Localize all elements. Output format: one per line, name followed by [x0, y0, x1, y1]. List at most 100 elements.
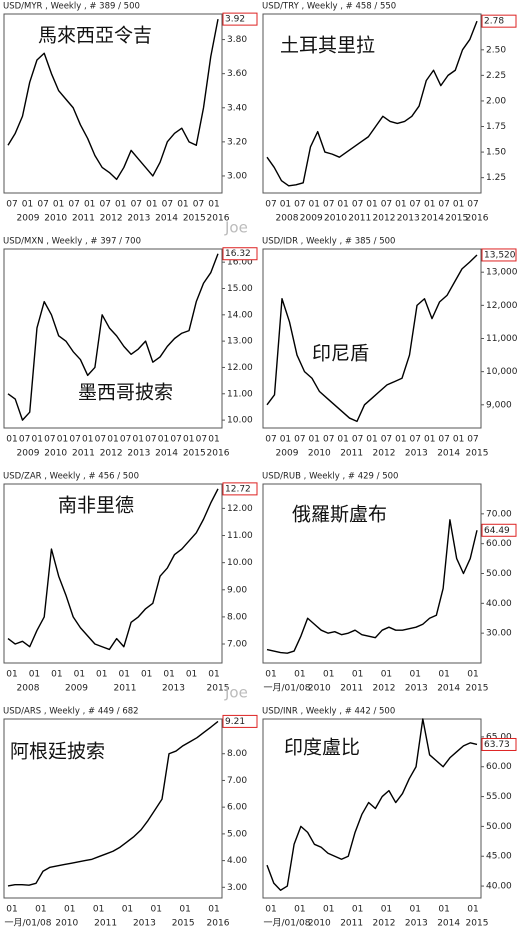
y-tick-label: 50.00 — [486, 822, 512, 832]
chart-title: 印尼盾 — [312, 343, 369, 365]
y-tick-label: 13,000 — [486, 268, 518, 278]
chart-title: 印度盧比 — [284, 737, 360, 759]
last-price-label: 13,520 — [484, 250, 516, 260]
x-tick-label: 01 — [208, 435, 219, 445]
last-price-box — [222, 714, 258, 728]
x-tick-label: 07 — [265, 435, 276, 445]
x-tick-label: 07 — [162, 200, 173, 210]
x-tick-label: 01 — [122, 905, 133, 915]
x-year-label: 2012 — [100, 214, 123, 224]
x-year-label: 2015 — [466, 449, 489, 459]
x-tick-label: 07 — [265, 200, 276, 210]
x-tick-label: 01 — [158, 435, 169, 445]
x-year-label: 一月/01/08 — [264, 683, 311, 694]
chart-title: 俄羅斯盧布 — [292, 504, 387, 526]
x-year-label: 2012 — [373, 684, 396, 694]
price-line — [7, 720, 219, 887]
x-tick-label: 07 — [410, 435, 421, 445]
x-year-label: 一月/01/08 — [264, 918, 311, 929]
chart-title: 阿根廷披索 — [10, 741, 105, 763]
x-year-label: 2013 — [162, 684, 185, 694]
x-year-label: 2013 — [127, 449, 150, 459]
x-tick-label: 01 — [323, 905, 334, 915]
x-tick-label: 01 — [141, 670, 152, 680]
x-tick-label: 01 — [410, 905, 421, 915]
y-tick-label: 14.00 — [227, 310, 253, 320]
x-tick-label: 07 — [438, 435, 449, 445]
x-tick-label: 07 — [381, 200, 392, 210]
y-tick-label: 10,000 — [486, 367, 518, 377]
x-year-label: 2010 — [324, 214, 347, 224]
chart-title: 墨西哥披索 — [78, 382, 173, 404]
x-tick-label: 07 — [95, 435, 106, 445]
x-year-label: 2014 — [155, 214, 178, 224]
x-tick-label: 01 — [294, 905, 305, 915]
x-year-label: 2011 — [340, 919, 363, 929]
chart-header: USD/ARS , Weekly , # 449 / 682 — [3, 707, 139, 717]
x-tick-label: 07 — [294, 435, 305, 445]
x-tick-label: 01 — [410, 670, 421, 680]
last-price-label: 9.21 — [225, 717, 245, 727]
x-tick-label: 07 — [68, 200, 79, 210]
x-tick-label: 01 — [323, 670, 334, 680]
x-tick-label: 01 — [309, 435, 320, 445]
x-tick-label: 01 — [467, 670, 478, 680]
x-tick-label: 07 — [352, 200, 363, 210]
y-tick-label: 2.00 — [486, 96, 506, 106]
chart-header: USD/RUB , Weekly , # 429 / 500 — [262, 472, 398, 482]
x-tick-label: 01 — [64, 905, 75, 915]
y-tick-label: 3.60 — [227, 69, 247, 79]
plot-frame — [3, 483, 223, 664]
x-year-label: 2016 — [207, 919, 230, 929]
last-price-label: 12.72 — [225, 484, 251, 494]
x-year-label: 2013 — [133, 919, 156, 929]
x-tick-label: 07 — [323, 200, 334, 210]
x-tick-label: 01 — [337, 435, 348, 445]
x-tick-label: 01 — [309, 200, 320, 210]
x-tick-label: 01 — [22, 200, 33, 210]
x-year-label: 2013 — [397, 214, 420, 224]
y-tick-label: 12.00 — [227, 363, 253, 373]
x-tick-label: 01 — [352, 905, 363, 915]
x-tick-label: 01 — [395, 435, 406, 445]
x-tick-label: 01 — [352, 670, 363, 680]
x-tick-label: 01 — [183, 435, 194, 445]
x-year-label: 2015 — [183, 214, 206, 224]
x-year-label: 2012 — [373, 919, 396, 929]
x-year-label: 2016 — [207, 214, 230, 224]
x-year-label: 2014 — [155, 449, 178, 459]
last-price-box — [481, 14, 517, 28]
x-year-label: 2016 — [207, 449, 230, 459]
y-tick-label: 11,000 — [486, 334, 518, 344]
x-tick-label: 01 — [280, 200, 291, 210]
x-tick-label: 01 — [133, 435, 144, 445]
x-tick-label: 01 — [467, 905, 478, 915]
chart-title: 馬來西亞令吉 — [38, 25, 152, 47]
x-tick-label: 01 — [6, 670, 17, 680]
plot-frame — [262, 718, 482, 899]
x-year-label: 2011 — [340, 684, 363, 694]
x-year-label: 2011 — [114, 684, 137, 694]
price-line — [7, 18, 219, 181]
x-year-label: 一月/01/08 — [5, 918, 52, 929]
y-tick-label: 5.00 — [227, 829, 247, 839]
x-year-label: 2009 — [276, 449, 299, 459]
x-tick-label: 07 — [6, 200, 17, 210]
x-year-label: 2011 — [348, 214, 371, 224]
x-year-label: 2013 — [127, 214, 150, 224]
x-tick-label: 07 — [294, 200, 305, 210]
y-tick-label: 65.00 — [486, 732, 512, 742]
last-price-box — [481, 523, 517, 537]
x-year-label: 2012 — [100, 449, 123, 459]
y-tick-label: 55.00 — [486, 792, 512, 802]
y-tick-label: 40.00 — [486, 599, 512, 609]
x-tick-label: 01 — [6, 435, 17, 445]
x-tick-label: 01 — [424, 435, 435, 445]
y-tick-label: 15.00 — [227, 284, 253, 294]
last-price-box — [481, 737, 517, 751]
last-price-box — [222, 12, 258, 26]
x-tick-label: 01 — [208, 905, 219, 915]
x-year-label: 2010 — [308, 449, 331, 459]
x-tick-label: 01 — [82, 435, 93, 445]
